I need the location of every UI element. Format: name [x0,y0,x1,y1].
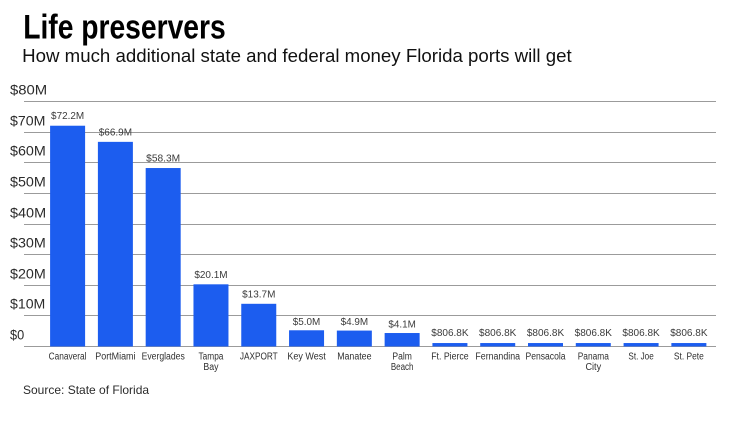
svg-text:$13.7M: $13.7M [242,289,275,300]
svg-text:Canaveral: Canaveral [49,352,87,363]
svg-text:$806.8K: $806.8K [479,328,516,339]
svg-text:Fernandina: Fernandina [475,352,520,363]
svg-text:Bay: Bay [203,362,218,373]
svg-text:Everglades: Everglades [142,352,185,363]
svg-text:$4.1M: $4.1M [388,320,415,331]
svg-text:$806.8K: $806.8K [575,328,612,339]
svg-text:Manatee: Manatee [337,352,372,363]
svg-text:$806.8K: $806.8K [527,328,564,339]
svg-text:$58.3M: $58.3M [146,154,180,165]
svg-text:$5.0M: $5.0M [293,317,321,328]
svg-text:$60M: $60M [10,144,46,159]
svg-text:$70M: $70M [10,114,45,129]
svg-text:$80M: $80M [10,83,47,98]
svg-text:$20.1M: $20.1M [194,270,227,281]
svg-text:JAXPORT: JAXPORT [240,352,278,363]
svg-text:$806.8K: $806.8K [431,328,468,339]
svg-text:$30M: $30M [10,236,46,251]
svg-text:$40M: $40M [10,206,46,221]
svg-text:Life preservers: Life preservers [23,9,226,47]
svg-text:$806.8K: $806.8K [622,328,659,339]
svg-text:$72.2M: $72.2M [51,111,84,122]
svg-text:$20M: $20M [10,267,46,282]
svg-text:$66.9M: $66.9M [99,127,132,138]
svg-text:Ft. Pierce: Ft. Pierce [431,352,469,363]
svg-text:Beach: Beach [391,362,414,373]
svg-text:St. Joe: St. Joe [628,352,654,363]
svg-text:$4.9M: $4.9M [341,317,369,328]
svg-text:$806.8K: $806.8K [670,328,707,339]
svg-text:St. Pete: St. Pete [674,352,704,363]
svg-text:Source: State of Florida: Source: State of Florida [23,383,149,397]
svg-text:Key West: Key West [287,352,326,363]
svg-text:Pensacola: Pensacola [526,352,566,363]
svg-text:Tampa: Tampa [199,352,224,363]
svg-text:How much additional state and: How much additional state and federal mo… [22,46,572,66]
svg-text:$10M: $10M [10,297,45,312]
svg-text:$0: $0 [10,328,24,343]
svg-text:Palm: Palm [392,352,412,363]
svg-text:Panama: Panama [578,352,609,363]
svg-text:PortMiami: PortMiami [95,352,135,363]
svg-text:City: City [585,362,601,373]
svg-text:$50M: $50M [10,175,46,190]
